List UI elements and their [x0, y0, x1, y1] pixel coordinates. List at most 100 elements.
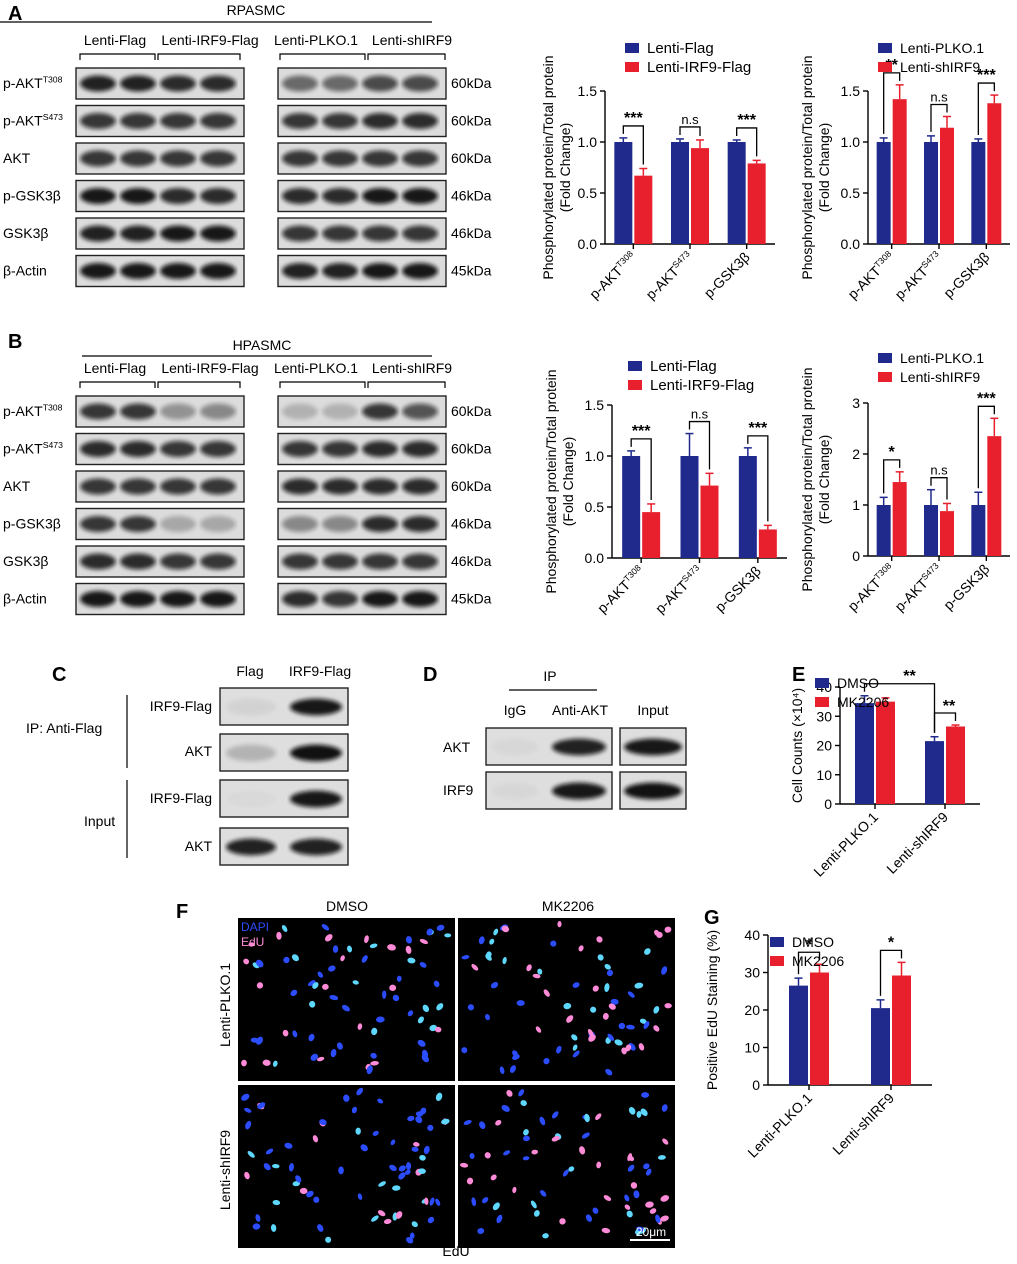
nucleus	[653, 1006, 660, 1014]
blot-band-left-2-1	[120, 150, 156, 167]
nucleus	[407, 1010, 414, 1017]
nucleus	[372, 1130, 379, 1136]
nucleus	[312, 1135, 319, 1143]
d-band-antiakt-1	[552, 782, 606, 800]
significance-label: ***	[977, 390, 996, 407]
nucleus	[332, 945, 339, 953]
nucleus	[324, 934, 333, 942]
blot-band-right-2-2	[362, 150, 398, 167]
y-tick-label: 10	[816, 767, 832, 783]
nucleus	[357, 1193, 363, 1200]
significance-label: **	[903, 668, 916, 685]
legend-swatch-0	[625, 43, 639, 53]
x-tick-label-1: p-AKTS473	[891, 560, 945, 614]
blot-group-label-3: Lenti-shIRF9	[372, 32, 452, 48]
nucleus	[357, 1023, 363, 1030]
nucleus	[378, 1181, 386, 1187]
d-membrane-ip-1	[485, 771, 613, 810]
blot-band-left-4-0	[80, 553, 116, 570]
nucleus	[559, 1218, 566, 1225]
y-axis-label-line2: (Fold Change)	[816, 435, 832, 525]
blot-group-label-2: Lenti-PLKO.1	[274, 360, 358, 376]
bar-DMSO-1	[871, 1008, 890, 1085]
blot-band-left-3-3	[200, 516, 236, 532]
blot-band-left-4-2	[160, 553, 196, 570]
nucleus	[347, 945, 353, 953]
d-col-igg: IgG	[504, 702, 527, 718]
blot-row-label-0-main: p-AKT	[3, 75, 43, 91]
nucleus	[572, 982, 580, 988]
nucleus	[282, 1029, 289, 1037]
y-tick-label: 20	[816, 738, 832, 754]
bar-chart-a1: 0.0 0.5 1.0 1.5 Phosphorylated protein/Total…	[540, 40, 775, 303]
blot-group-label-1: Lenti-IRF9-Flag	[161, 360, 258, 376]
significance-bracket	[797, 951, 821, 975]
nucleus	[501, 1104, 510, 1112]
blot-band-right-4-1	[322, 553, 358, 570]
blot-band-left-5-3	[200, 263, 236, 279]
blot-row-label-1-sup: S473	[43, 112, 63, 122]
x-tick-label-0-sup: T308	[614, 248, 635, 269]
nucleus	[518, 1089, 525, 1097]
significance-bracket	[930, 103, 948, 132]
blot-band-right-3-3	[402, 516, 438, 532]
significance-bracket	[630, 438, 652, 500]
blot-row-label-0-main: p-AKT	[3, 403, 43, 419]
nucleus	[466, 1177, 474, 1185]
y-tick-label: 1.5	[585, 397, 605, 413]
nucleus	[243, 958, 250, 965]
bar-Lenti-IRF9-Flag-2	[747, 163, 766, 244]
nucleus	[469, 1153, 475, 1159]
nucleus	[526, 964, 532, 972]
blot-band-right-3-0	[282, 516, 318, 532]
nucleus	[533, 1210, 540, 1217]
significance-label: n.s	[691, 407, 709, 422]
nucleus	[643, 1163, 650, 1170]
c-row4-label: AKT	[185, 838, 213, 854]
x-tick-label-0: p-AKTT308	[844, 560, 898, 614]
nucleus	[578, 945, 584, 952]
significance-bracket	[863, 683, 936, 733]
bar-Lenti-PLKO.1-0	[876, 142, 891, 244]
y-tick-label: 0	[752, 1077, 760, 1093]
blot-row-label-2: AKT	[3, 150, 31, 166]
nucleus	[603, 1195, 612, 1201]
nucleus	[328, 965, 336, 972]
nucleus	[566, 1015, 574, 1023]
nucleus	[535, 1026, 542, 1033]
nucleus	[398, 1165, 406, 1172]
blot-band-left-1-2	[160, 441, 196, 457]
nucleus	[245, 1120, 252, 1130]
nucleus	[581, 1132, 590, 1139]
legend-swatch-1	[628, 380, 642, 390]
y-tick-label: 1.5	[578, 83, 598, 99]
legend-label-0: Lenti-PLKO.1	[900, 350, 984, 366]
blot-band-left-0-3	[200, 75, 236, 92]
nucleus	[636, 1226, 645, 1232]
blot-band-left-1-3	[200, 113, 236, 129]
nucleus	[490, 981, 499, 989]
significance-bracket	[679, 126, 701, 136]
d-row2-label: IRF9	[443, 782, 474, 798]
nucleus	[427, 1216, 435, 1224]
nucleus	[459, 1162, 469, 1168]
y-axis-label-line2: (Fold Change)	[560, 437, 576, 527]
panel-letter-e: E	[792, 664, 805, 686]
nucleus	[418, 1168, 426, 1174]
bar-chart-g: 0 10 20 30 40 Positive EdU Staining (%) Lenti-…	[704, 927, 932, 1161]
legend-swatch-0	[628, 361, 642, 371]
nucleus	[499, 1066, 505, 1075]
nucleus	[325, 1236, 332, 1243]
nucleus	[255, 1036, 263, 1045]
nucleus	[485, 1014, 490, 1021]
blot-band-right-0-3	[402, 403, 438, 420]
blot-band-left-1-2	[160, 113, 196, 129]
nucleus	[664, 926, 672, 933]
blot-band-right-4-0	[282, 553, 318, 570]
blot-band-left-3-0	[80, 188, 116, 204]
nucleus	[563, 1002, 572, 1010]
blot-row-label-5-main: β-Actin	[3, 263, 47, 279]
y-tick-label: 2	[852, 446, 860, 462]
nucleus	[495, 1120, 502, 1126]
legend-label-0: Lenti-Flag	[650, 358, 717, 375]
